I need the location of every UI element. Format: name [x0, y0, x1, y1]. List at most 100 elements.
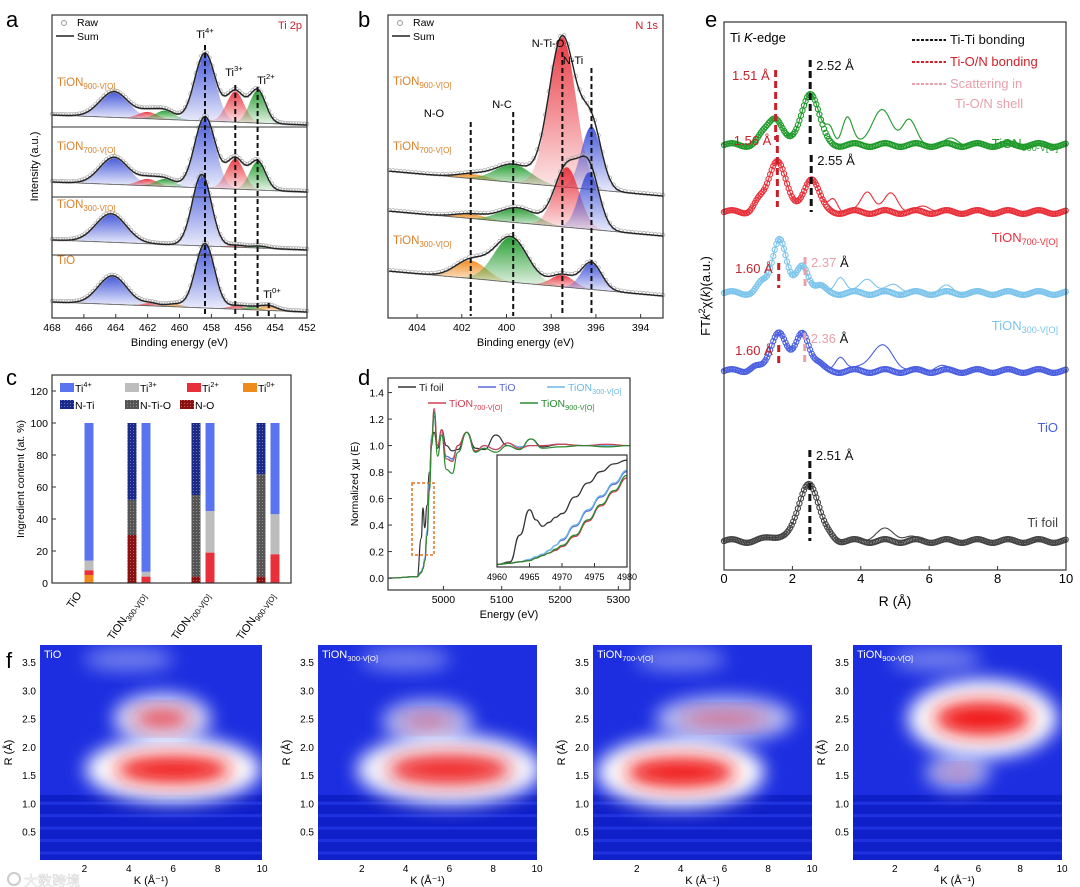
sample-label: TiON300-V[O]: [57, 199, 116, 213]
y-tick-label: 1.0: [369, 441, 384, 453]
x-tick-label: 398: [542, 322, 560, 334]
label-superscript: 4+: [83, 380, 91, 389]
raw-data-point: [285, 307, 291, 313]
data-point: [788, 346, 795, 353]
legend-label: TiO: [499, 382, 516, 394]
bar-segment-n-o: [256, 576, 266, 583]
y-tick-label: 1.0: [835, 799, 849, 810]
raw-data-point: [250, 242, 256, 248]
heatmap-halo: [635, 647, 726, 672]
inset-x-tick-label: 4960: [487, 572, 507, 582]
raw-data-point: [52, 298, 58, 304]
raw-data-point: [291, 188, 296, 193]
legend-label: N-Ti-O: [140, 400, 171, 412]
raw-data-point: [155, 240, 161, 246]
heatmap-stripe: [40, 801, 262, 805]
data-point: [780, 335, 788, 343]
y-tick-label: 120: [30, 386, 48, 398]
x-tick-label: 454: [266, 322, 284, 334]
label-base: TiON: [597, 649, 622, 661]
raw-data-point: [144, 105, 150, 110]
raw-data-point: [66, 179, 71, 184]
data-point: [820, 517, 828, 524]
raw-data-point: [302, 121, 307, 127]
heatmap-title: TiON900-V[O]: [857, 649, 913, 663]
panel-title: Ti 2p: [278, 20, 302, 32]
label-base: TiON: [393, 76, 419, 88]
data-point: [779, 332, 786, 340]
heatmap-intensity-blob: [680, 710, 769, 727]
raw-data-point: [296, 188, 302, 193]
label-subscript: 300-V[O]: [124, 593, 149, 623]
data-point: [770, 253, 777, 260]
x-tick-label: 6: [170, 864, 176, 875]
raw-data-point: [277, 245, 283, 251]
x-tick-label: 460: [171, 322, 189, 334]
label-subscript: 900-V[O]: [419, 81, 451, 90]
data-point: [822, 129, 829, 136]
series-label: TiO: [1038, 420, 1058, 435]
zoom-region-box: [411, 482, 435, 556]
raw-data-point: [166, 241, 172, 246]
fit-line: [723, 331, 1067, 374]
heatmap-stripe: [318, 851, 537, 855]
watermark-text: 大数跨境: [24, 873, 80, 887]
label-base: TiO: [65, 589, 85, 610]
x-tick-label: 10: [531, 864, 543, 875]
raw-data-point: [199, 171, 204, 176]
label-subscript: 300-V[O]: [592, 387, 621, 396]
legend-raw-marker: [61, 20, 67, 26]
peak-annotation: N-Ti: [563, 55, 583, 67]
x-tick-label: 2: [359, 864, 365, 875]
peak-value: 2.37: [811, 255, 840, 270]
raw-data-point: [261, 243, 266, 248]
raw-data-point: [283, 120, 288, 126]
data-point: [819, 513, 826, 520]
y-tick-label: 2.5: [575, 715, 589, 726]
legend-label: N-O: [195, 400, 214, 412]
legend-label: Ti-Ti bonding: [950, 32, 1025, 47]
y-label-part: k: [698, 312, 713, 320]
data-point: [768, 166, 775, 174]
bar-segment-ti3plus: [84, 560, 94, 571]
peak-annotation: N-O: [424, 108, 445, 120]
sum-line: [52, 52, 307, 126]
fit-component: [68, 91, 161, 120]
bar-segment-n-ti-o: [191, 495, 201, 577]
wavelet-heatmap-tio: TiO 2 4 6 8 10 0.5 1.0 1.5 2.0 2.5 3.0 3.5 K (Å⁻¹) R (…: [2, 645, 268, 887]
label-subscript: 900-V[O]: [83, 82, 115, 91]
heatmap-halo: [891, 647, 982, 672]
x-tick-label: 396: [587, 322, 605, 334]
x-tick-label: 4: [678, 864, 684, 875]
data-point: [794, 197, 802, 205]
x-tick-label: 462: [139, 322, 157, 334]
y-tick-label: 1.0: [575, 799, 589, 810]
raw-data-point: [60, 179, 66, 184]
raw-data-point: [291, 246, 296, 251]
x-tick-label: 6: [926, 571, 933, 586]
data-point: [762, 274, 769, 281]
raw-data-point: [274, 245, 280, 250]
x-tick-label: 2: [634, 864, 640, 875]
data-point: [759, 360, 766, 367]
raw-data-point: [158, 105, 163, 110]
raw-data-point: [291, 308, 296, 313]
data-point: [799, 490, 806, 498]
raw-data-point: [291, 121, 296, 126]
raw-data-point: [171, 300, 177, 305]
wavelet-heatmap-tion900vo: TiON900-V[O] 2 4 6 8 10 0.5 1.0 1.5 2.0 2.5 3.0 3.5 K…: [815, 645, 1068, 887]
bar-segment-n-o: [191, 576, 201, 583]
y-tick-label: 0.8: [369, 467, 384, 479]
legend-label: N-Ti: [75, 400, 94, 412]
raw-data-point: [299, 308, 304, 314]
label-base: TiO: [1038, 420, 1058, 435]
plot-frame: [387, 377, 631, 591]
bar-segment-ti3plus: [270, 514, 280, 555]
raw-data-point: [253, 242, 258, 248]
data-point: [799, 329, 806, 337]
label-base: TiON: [449, 398, 473, 410]
panel-title: Ti K-edge: [730, 30, 786, 45]
data-point: [787, 189, 794, 196]
xanes-line: [387, 411, 631, 579]
peak-annotation: Ti2+: [257, 72, 275, 87]
